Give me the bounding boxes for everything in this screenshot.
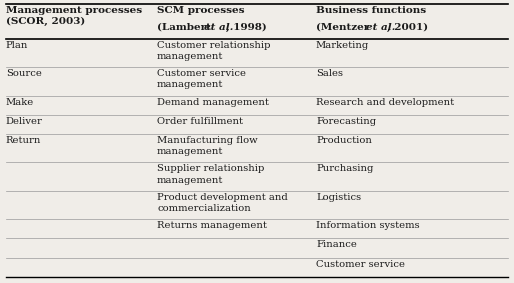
Text: Customer service: Customer service [316,260,405,269]
Text: Sales: Sales [316,69,343,78]
Text: Return: Return [6,136,41,145]
Text: Product development and
commercialization: Product development and commercializatio… [157,193,288,213]
Text: Finance: Finance [316,240,357,249]
Text: Business functions: Business functions [316,6,426,15]
Text: Plan: Plan [6,41,28,50]
Text: Forecasting: Forecasting [316,117,376,126]
Text: et al.: et al. [204,23,233,32]
Text: Production: Production [316,136,372,145]
Text: Manufacturing flow
management: Manufacturing flow management [157,136,258,156]
Text: (Lambert: (Lambert [157,23,214,32]
Text: Supplier relationship
management: Supplier relationship management [157,164,264,185]
Text: Returns management: Returns management [157,221,267,230]
Text: Logistics: Logistics [316,193,361,202]
Text: SCM processes: SCM processes [157,6,245,15]
Text: Customer relationship
management: Customer relationship management [157,41,270,61]
Text: , 1998): , 1998) [226,23,266,32]
Text: Research and development: Research and development [316,98,454,107]
Text: , 2001): , 2001) [387,23,428,32]
Text: (Mentzer: (Mentzer [316,23,373,32]
Text: Marketing: Marketing [316,41,369,50]
Text: Demand management: Demand management [157,98,269,107]
Text: Purchasing: Purchasing [316,164,373,173]
Text: Customer service
management: Customer service management [157,69,246,89]
Text: Deliver: Deliver [6,117,43,126]
Text: Order fulfillment: Order fulfillment [157,117,243,126]
Text: Source: Source [6,69,42,78]
Text: Information systems: Information systems [316,221,419,230]
Text: Make: Make [6,98,34,107]
Text: et al.: et al. [365,23,395,32]
Text: Management processes
(SCOR, 2003): Management processes (SCOR, 2003) [6,6,142,26]
